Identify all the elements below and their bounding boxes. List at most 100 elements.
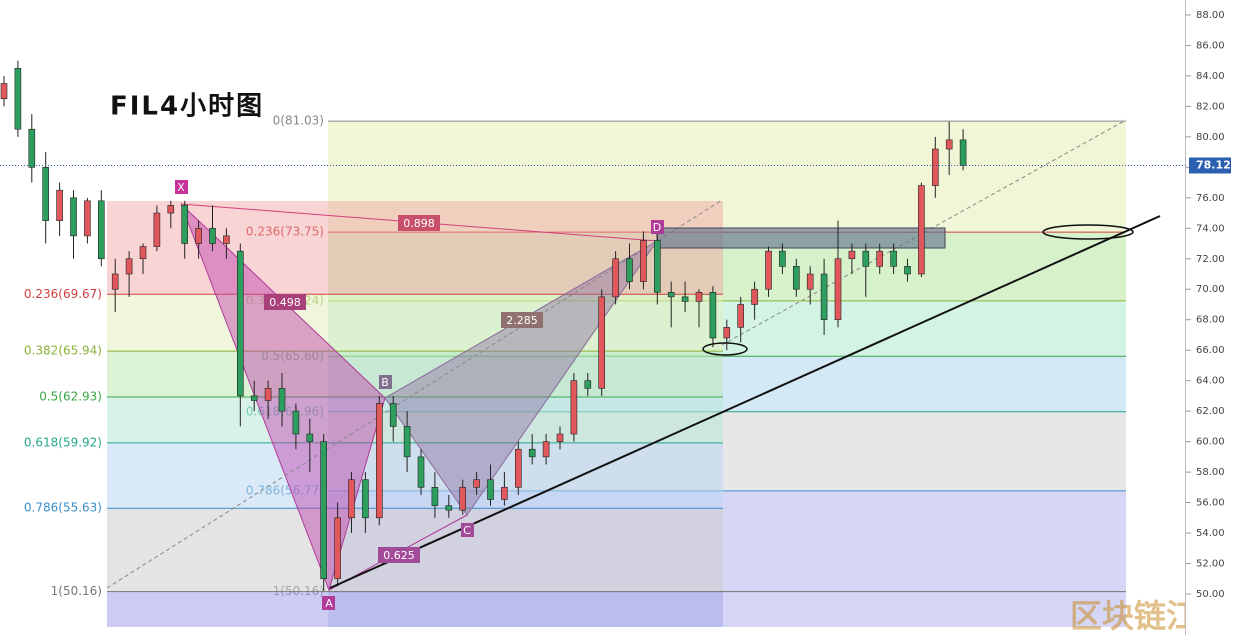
circle-mark: [702, 342, 748, 356]
candle-body: [0, 83, 8, 100]
y-tick-label: 86.00: [1196, 40, 1225, 51]
fib-band: [107, 396, 723, 443]
fib-band: [107, 351, 723, 397]
y-tick-label: 62.00: [1196, 406, 1225, 417]
candle-body: [556, 433, 564, 442]
fib-label: 0.236(73.75): [246, 225, 324, 239]
candle-body: [820, 273, 828, 321]
point-box: [379, 375, 392, 389]
zone-box: [656, 227, 946, 249]
candle-body: [473, 479, 480, 488]
candle-body: [389, 403, 397, 427]
candle-body: [42, 167, 50, 221]
y-tick-label: 56.00: [1196, 498, 1225, 509]
candle-body: [139, 246, 147, 260]
y-tick-label: 80.00: [1196, 132, 1225, 143]
candle-body: [570, 380, 578, 435]
candle-body: [153, 212, 161, 247]
fib-band: [328, 121, 1126, 233]
title: FIL4小时图: [110, 92, 264, 122]
candle-body: [501, 487, 508, 500]
y-tick-label: 66.00: [1196, 345, 1225, 356]
candle-body: [612, 258, 619, 298]
candle-body: [862, 250, 870, 267]
y-tick-label: 58.00: [1196, 467, 1225, 478]
candle-body: [445, 505, 453, 511]
candle-body: [695, 291, 703, 302]
y-tick-label: 68.00: [1196, 315, 1225, 326]
fib-bands: 0(81.03)0.236(73.75)0.382(69.24)0.5(65.6…: [24, 114, 1126, 627]
candle-body: [792, 266, 800, 290]
candle-body: [653, 240, 661, 293]
candle-body: [237, 250, 244, 397]
candle-body: [28, 128, 36, 168]
point-label: B: [381, 376, 389, 389]
ratio-label: 0.498: [269, 296, 301, 309]
y-tick-label: 64.00: [1196, 376, 1225, 387]
candle-body: [348, 479, 355, 519]
candle-body: [14, 67, 22, 130]
ratio-box: [264, 294, 306, 310]
candle-body: [417, 456, 425, 488]
ratio-label: 0.625: [383, 549, 415, 562]
ratio-box: [378, 547, 420, 563]
candle-body: [56, 189, 63, 221]
candle-body: [640, 240, 647, 282]
dashed-trend: [106, 199, 723, 589]
point-box: [651, 220, 664, 234]
candle-body: [876, 250, 884, 267]
candle-body: [737, 304, 745, 328]
candle-body: [431, 487, 439, 506]
candle-body: [514, 448, 522, 488]
point-label: A: [325, 597, 333, 610]
circle-mark: [1042, 224, 1134, 240]
candle-body: [375, 403, 383, 519]
candle-body: [111, 273, 119, 290]
candle-body: [751, 288, 758, 305]
candle-body: [834, 258, 842, 321]
candle-body: [626, 258, 633, 282]
fib-band: [107, 442, 723, 509]
candle-body: [945, 139, 953, 150]
point-label: X: [177, 181, 185, 194]
candle-body: [931, 148, 939, 186]
candle-body: [681, 296, 689, 302]
y-tick-label: 52.00: [1196, 559, 1225, 570]
candle-body: [292, 410, 300, 435]
candle-body: [181, 205, 188, 244]
candle-body: [98, 200, 105, 260]
y-tick-label: 72.00: [1196, 254, 1225, 265]
candle-body: [306, 433, 314, 442]
y-tick-label: 50.00: [1196, 589, 1225, 600]
y-tick-label: 84.00: [1196, 71, 1225, 82]
candle-body: [195, 227, 202, 244]
point-box: [461, 523, 474, 537]
candle-body: [848, 250, 856, 260]
candle-body: [125, 258, 133, 275]
fib-label: 0.5(62.93): [39, 389, 102, 403]
candle-body: [209, 227, 216, 244]
candle-body: [709, 291, 717, 339]
point-box: [322, 596, 335, 610]
candle-body: [918, 185, 925, 275]
last-price-label: 78.12: [1196, 158, 1231, 171]
candle-body: [528, 448, 536, 458]
fib-label: 0.382(65.94): [24, 344, 102, 358]
point-label: D: [653, 221, 661, 234]
candle-body: [403, 426, 411, 458]
y-tick-label: 54.00: [1196, 528, 1225, 539]
candle-body: [84, 200, 91, 237]
y-tick-label: 88.00: [1196, 10, 1225, 21]
candle-body: [320, 441, 328, 580]
y-tick-label: 76.00: [1196, 193, 1225, 204]
candle-body: [904, 266, 911, 275]
candle-body: [278, 387, 286, 412]
candle-body: [584, 380, 592, 389]
ratio-box: [501, 312, 543, 328]
candle-body: [765, 250, 772, 290]
candle-body: [890, 250, 897, 267]
y-tick-label: 70.00: [1196, 284, 1225, 295]
candle-body: [806, 273, 814, 290]
axis-panel: [1186, 0, 1235, 635]
